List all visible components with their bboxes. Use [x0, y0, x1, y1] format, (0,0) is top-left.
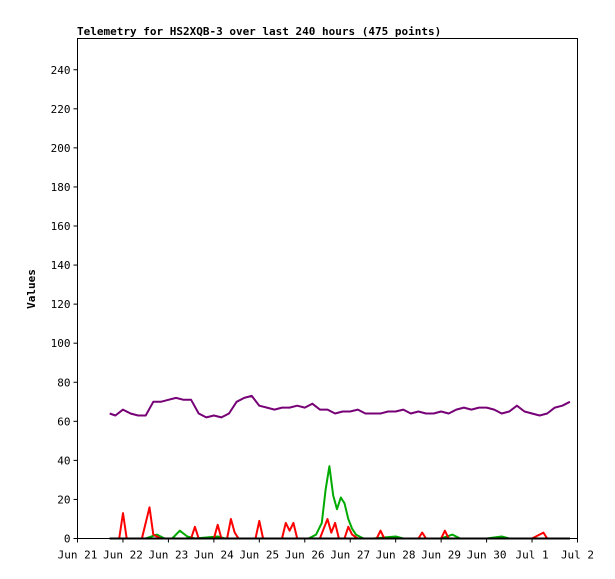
x-tick-label: Jul 2	[561, 549, 594, 562]
x-tick-label: Jun 29	[421, 549, 461, 562]
y-tick-label: 60	[57, 415, 70, 428]
y-tick-label: 200	[51, 142, 71, 155]
x-tick-label: Jun 25	[239, 549, 279, 562]
x-tick-label: Jun 22	[103, 549, 143, 562]
y-tick-label: 240	[51, 64, 71, 77]
x-tick-label: Jun 24	[194, 549, 234, 562]
x-tick-label: Jun 27	[330, 549, 370, 562]
chart-title: Telemetry for HS2XQB-3 over last 240 hou…	[77, 25, 441, 38]
x-tick-label: Jul 1	[515, 549, 548, 562]
x-tick-label: Jun 26	[285, 549, 325, 562]
x-tick-label: Jun 30	[467, 549, 507, 562]
series-line-2	[109, 465, 570, 540]
y-tick-label: 80	[57, 376, 70, 389]
x-tick-label: Jun 28	[376, 549, 416, 562]
y-tick-label: 140	[51, 259, 71, 272]
y-tick-label: 160	[51, 220, 71, 233]
y-tick-label: 120	[51, 298, 71, 311]
plot-frame	[77, 38, 578, 539]
y-tick-label: 20	[57, 493, 70, 506]
series-line-1	[109, 394, 571, 419]
y-axis-label: Values	[25, 269, 38, 309]
y-tick-label: 0	[64, 533, 71, 546]
y-tick-label: 40	[57, 454, 70, 467]
y-tick-label: 180	[51, 181, 71, 194]
y-tick-label: 220	[51, 103, 71, 116]
y-tick-label: 100	[51, 337, 71, 350]
axis-layer: 0 20 40 60 80 100 120 140 160 180 200 220 240 Jun 21 J…	[51, 64, 594, 562]
x-tick-label: Jun 21	[58, 549, 98, 562]
x-tick-label: Jun 23	[149, 549, 189, 562]
